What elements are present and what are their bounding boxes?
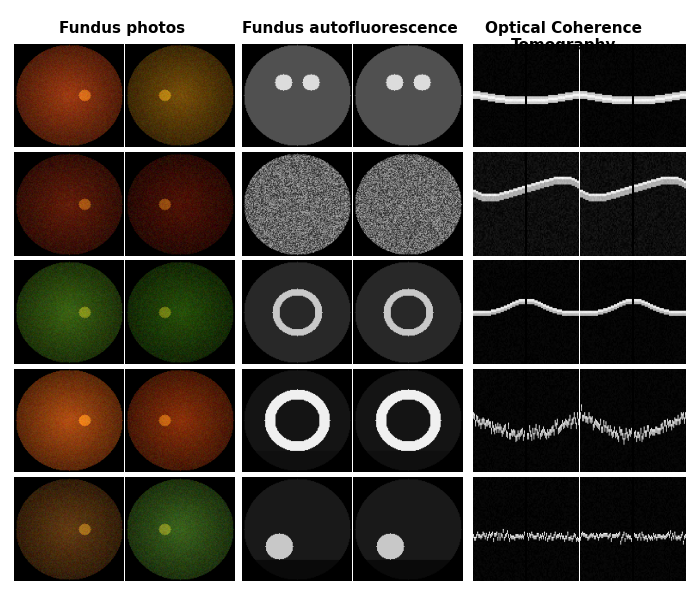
Text: Fundus photos: Fundus photos [60,21,186,35]
Text: Optical Coherence
Tomography: Optical Coherence Tomography [485,21,642,53]
Text: Fundus autofluorescence: Fundus autofluorescence [242,21,458,35]
